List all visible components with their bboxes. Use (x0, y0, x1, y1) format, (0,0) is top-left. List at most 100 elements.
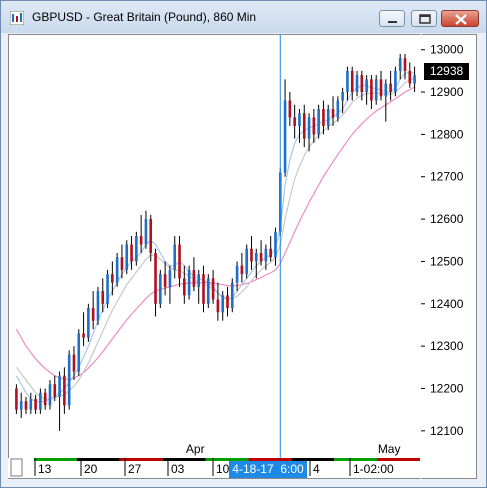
app-icon (10, 11, 24, 25)
price-tick-label: 12100 (430, 424, 464, 438)
price-bar (115, 252, 119, 287)
price-tick-label: 13000 (430, 43, 464, 57)
moving-average-fast (15, 72, 415, 403)
session-color-segment (377, 458, 420, 461)
price-bar (154, 248, 157, 317)
price-bar (82, 312, 85, 347)
price-bar (336, 96, 340, 122)
moving-average-slow (15, 86, 415, 380)
time-tick-label: 03 (171, 462, 185, 476)
price-bar (302, 104, 306, 148)
session-color-segment (248, 458, 292, 461)
price-bar (259, 240, 263, 266)
session-color-segment (334, 458, 378, 461)
price-bar (168, 265, 172, 304)
price-bar (144, 210, 148, 249)
price-bar (394, 66, 397, 97)
session-color-segment (162, 458, 206, 461)
price-bar (149, 214, 153, 262)
month-label: Apr (186, 442, 205, 456)
price-bar (202, 265, 205, 313)
price-bar (125, 240, 129, 275)
price-bar (163, 261, 167, 296)
maximize-icon (419, 14, 431, 24)
session-color-segment (205, 458, 249, 461)
price-bar (230, 278, 234, 313)
price-bar (91, 291, 95, 330)
chart-area[interactable] (8, 34, 477, 479)
price-chart[interactable]: 12100 12200 12300 12400 12500 12600 12700 12800… (8, 34, 477, 479)
price-bar (269, 236, 272, 262)
price-bar (331, 96, 335, 126)
scroll-left-button[interactable] (10, 458, 23, 477)
price-bar (341, 87, 344, 114)
price-bar (245, 244, 248, 279)
session-color-segment (291, 458, 335, 461)
close-button[interactable] (441, 10, 479, 27)
price-bar (360, 70, 364, 101)
window-title: GBPUSD - Great Britain (Pound), 860 Min (32, 10, 257, 24)
price-bar (173, 236, 177, 279)
price-bar (19, 392, 23, 419)
price-tick-label: 12800 (430, 127, 464, 141)
price-bar (207, 274, 210, 309)
price-bar (15, 384, 18, 414)
price-bar (159, 269, 162, 309)
price-bar (120, 244, 124, 279)
price-bar (192, 257, 196, 292)
moving-average-mid (15, 77, 415, 400)
price-tick-label: 12500 (430, 254, 464, 268)
price-tick-label: 12200 (430, 381, 464, 395)
price-bar (374, 75, 378, 105)
time-tick-label: 27 (128, 462, 142, 476)
price-tick-label: 12600 (430, 212, 464, 226)
time-tick-label: 4 (313, 462, 320, 476)
time-tick-label: 1-02:00 (353, 462, 394, 476)
price-bar (350, 66, 354, 101)
price-bar (53, 375, 57, 402)
price-bar (226, 286, 229, 317)
price-tick-label: 12900 (430, 85, 464, 99)
price-bar (312, 108, 316, 143)
time-axis (8, 458, 421, 478)
price-bar (72, 346, 76, 381)
price-bar (413, 66, 416, 93)
price-bar (87, 303, 90, 342)
price-bar (183, 265, 186, 304)
maximize-button[interactable] (411, 10, 437, 27)
price-bar (24, 396, 28, 414)
price-tick-label: 12700 (430, 170, 464, 184)
title-bar[interactable]: GBPUSD - Great Britain (Pound), 860 Min (1, 1, 486, 33)
price-bar (389, 70, 392, 101)
session-color-segment (34, 458, 77, 461)
price-bar (307, 113, 311, 152)
price-bar (322, 100, 325, 135)
price-tick-label: 12400 (430, 297, 464, 311)
session-color-segment (76, 458, 120, 461)
price-bar (43, 388, 47, 410)
price-bar (139, 214, 143, 253)
price-bar (317, 104, 320, 139)
price-bar (403, 53, 407, 80)
price-bar (346, 66, 349, 101)
price-bar (298, 108, 301, 143)
session-color-segment (119, 458, 163, 461)
price-bar (221, 291, 224, 321)
price-bar (106, 269, 109, 309)
price-bar (370, 75, 373, 109)
price-bar (63, 367, 66, 414)
price-bar (34, 394, 37, 414)
price-bar (283, 79, 287, 177)
price-bar (29, 392, 33, 414)
close-icon (455, 14, 467, 25)
price-bar (250, 236, 253, 270)
price-bar (235, 261, 239, 292)
price-bar (254, 248, 258, 279)
price-bar (39, 388, 42, 414)
price-bar (365, 75, 368, 105)
minimize-button[interactable] (379, 10, 405, 27)
crosshair-date-label: 4-18-17 6:00 (229, 461, 307, 478)
minimize-icon (388, 21, 397, 23)
price-bar (288, 92, 292, 126)
price-bar (96, 286, 100, 325)
